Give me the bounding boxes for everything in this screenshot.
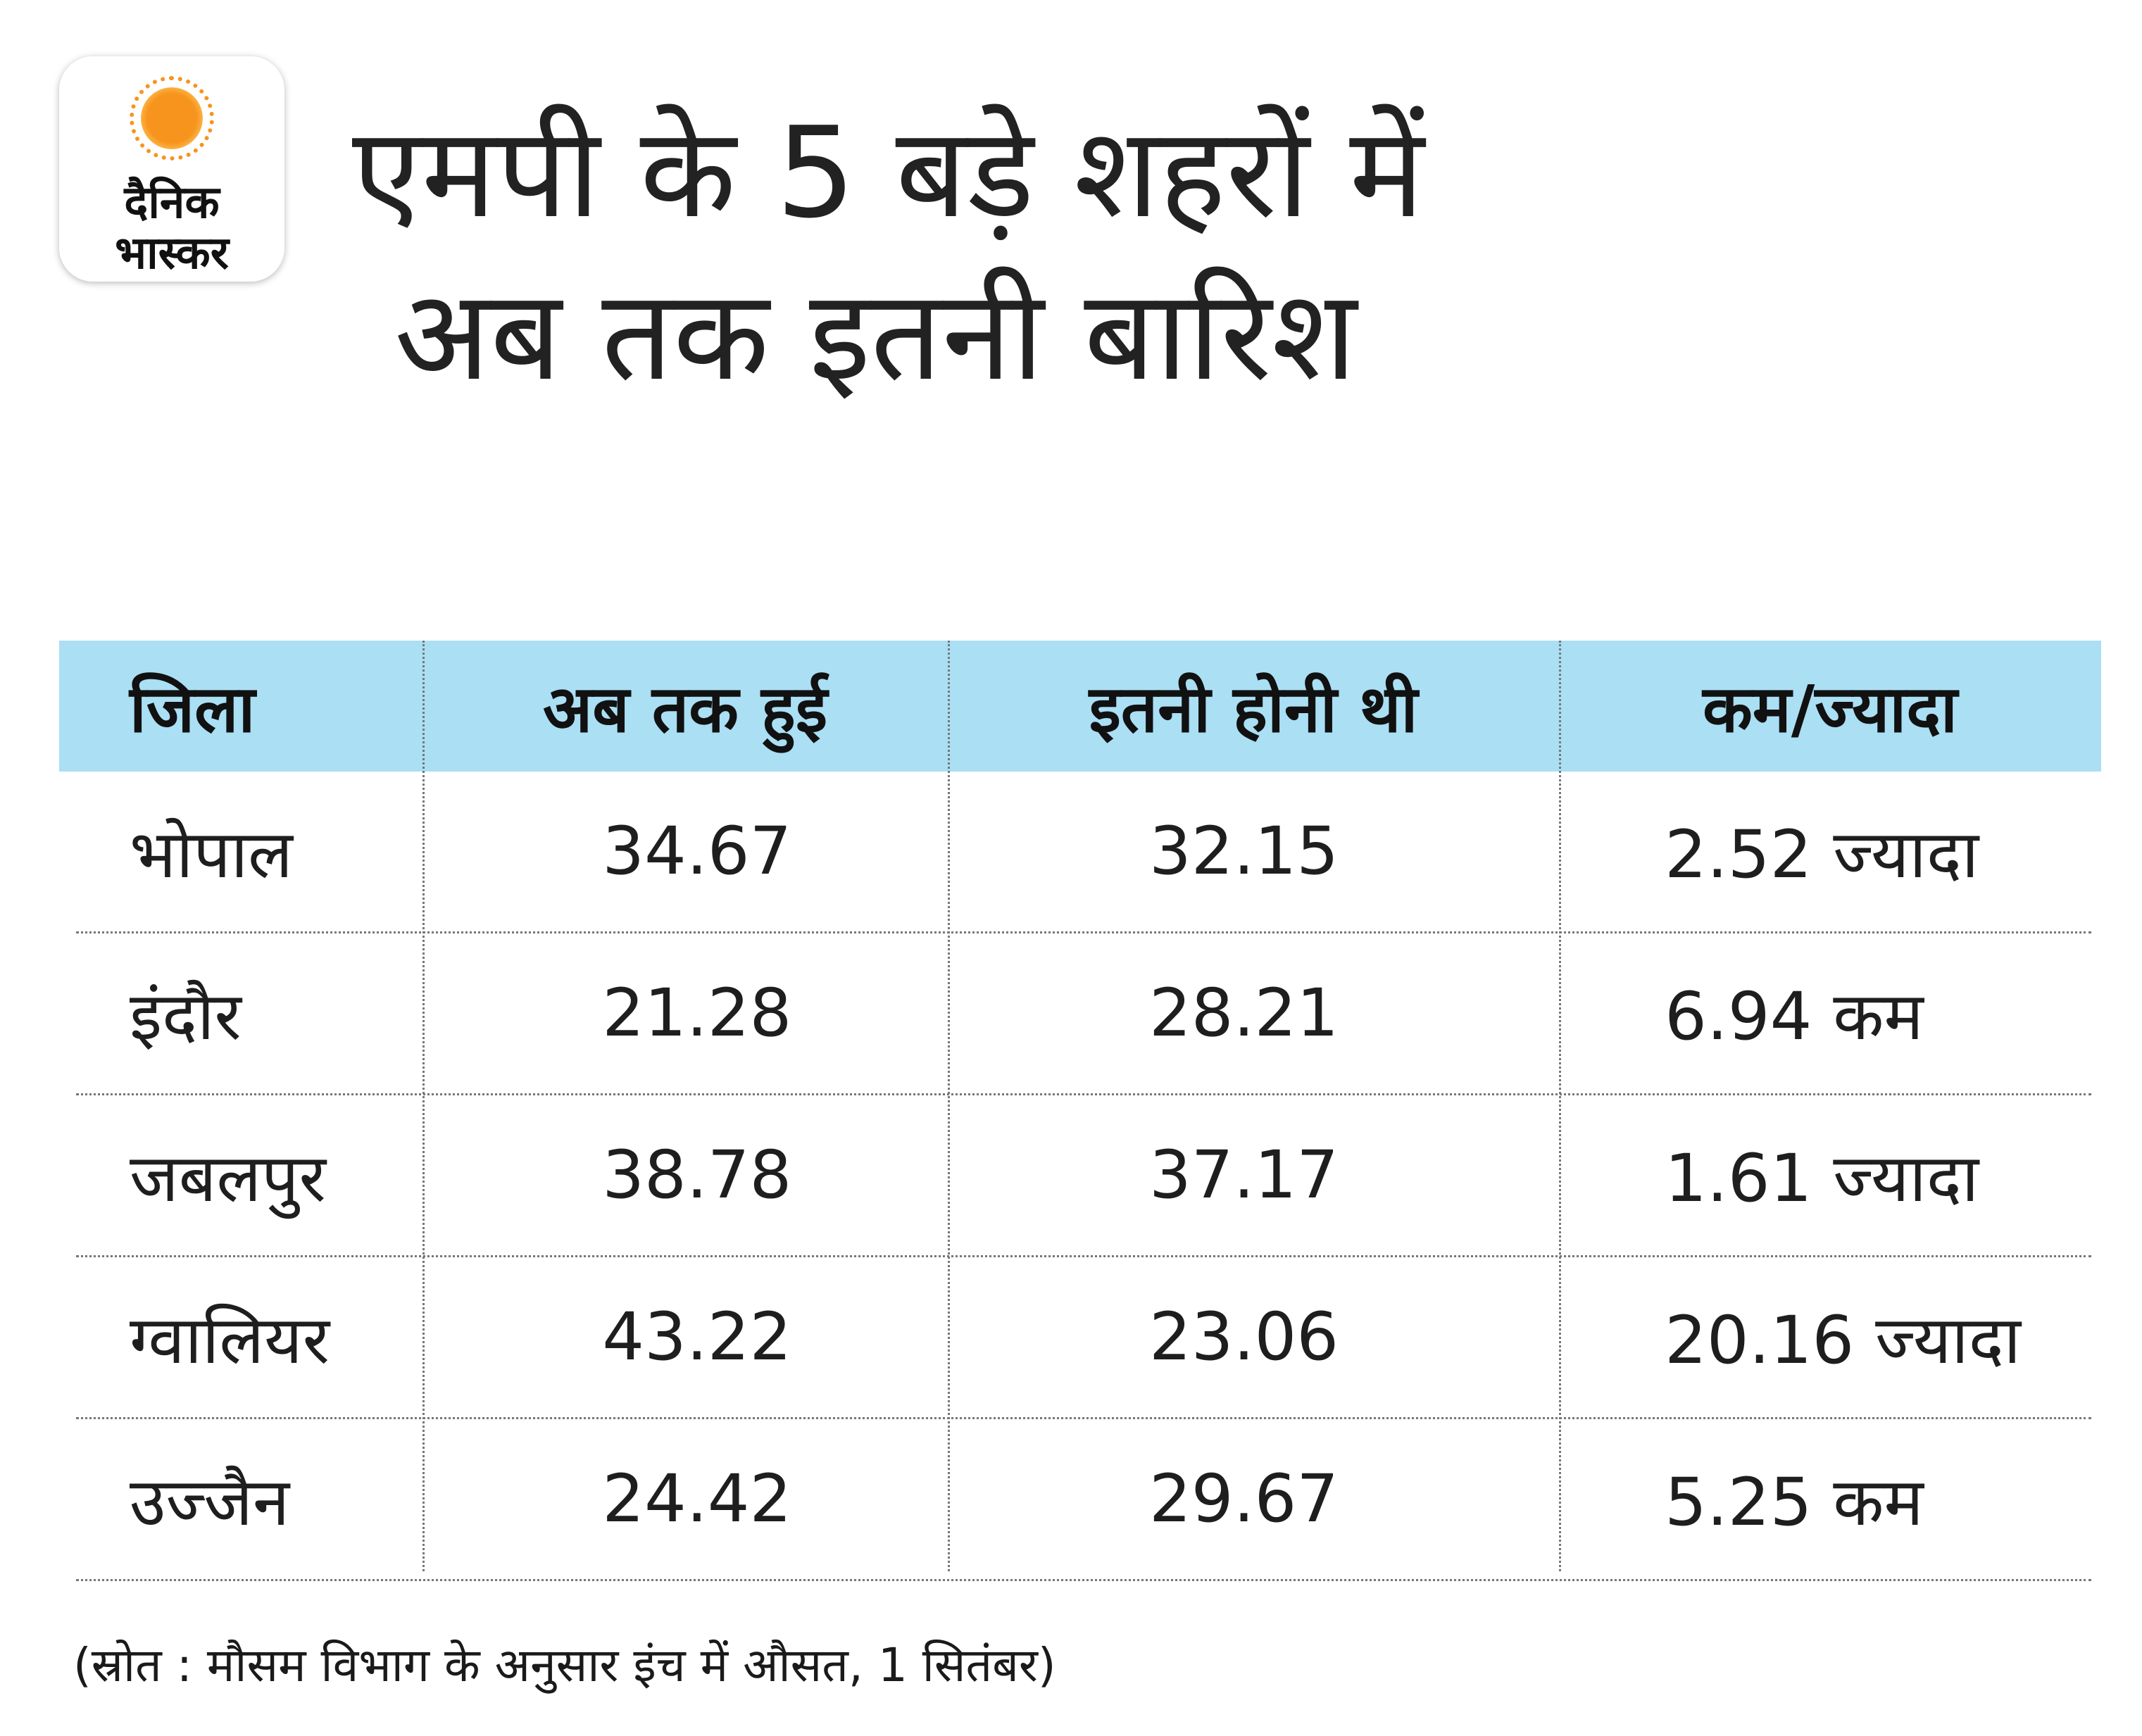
table-row: उज्जैन 24.42 29.67 5.25 कम: [76, 1419, 2091, 1581]
district-cell: जबलपुर: [130, 1140, 326, 1217]
expected-rainfall-cell: 32.15: [1148, 813, 1339, 890]
difference-cell: 5.25 कम: [1665, 1464, 1924, 1541]
column-header-district: जिला: [130, 671, 256, 747]
district-cell: उज्जैन: [130, 1464, 290, 1541]
column-divider: [948, 641, 950, 1571]
district-cell: भोपाल: [130, 816, 293, 893]
table-row: इंदौर 21.28 28.21 6.94 कम: [76, 933, 2091, 1095]
difference-cell: 1.61 ज्यादा: [1665, 1140, 1979, 1217]
expected-rainfall-cell: 23.06: [1148, 1299, 1339, 1376]
logo-word-1: दैनिक: [124, 177, 220, 229]
sun-icon: [130, 76, 214, 161]
page-title: एमपी के 5 बड़े शहरों में अब तक इतनी बारि…: [352, 92, 1972, 417]
table-header: जिला अब तक हुई इतनी होनी थी कम/ज्यादा: [59, 641, 2101, 772]
table-row: भोपाल 34.67 32.15 2.52 ज्यादा: [76, 772, 2091, 933]
column-header-difference: कम/ज्यादा: [1703, 671, 1958, 747]
actual-rainfall-cell: 43.22: [602, 1299, 792, 1376]
logo-word-2: भास्कर: [115, 227, 229, 279]
district-cell: इंदौर: [130, 978, 242, 1055]
table-body: भोपाल 34.67 32.15 2.52 ज्यादा इंदौर 21.28 28.2…: [59, 772, 2101, 1581]
table-row: जबलपुर 38.78 37.17 1.61 ज्यादा: [76, 1095, 2091, 1257]
expected-rainfall-cell: 28.21: [1148, 975, 1339, 1052]
difference-cell: 6.94 कम: [1665, 978, 1924, 1055]
table-row: ग्वालियर 43.22 23.06 20.16 ज्यादा: [76, 1257, 2091, 1419]
title-line-2: अब तक इतनी बारिश: [394, 263, 1357, 409]
source-note: (स्रोत : मौसम विभाग के अनुसार इंच में औस…: [73, 1638, 1056, 1692]
column-header-actual: अब तक हुई: [543, 671, 827, 747]
actual-rainfall-cell: 34.67: [602, 813, 792, 890]
expected-rainfall-cell: 37.17: [1148, 1137, 1339, 1214]
actual-rainfall-cell: 24.42: [602, 1461, 792, 1537]
column-header-expected: इतनी होनी थी: [1089, 671, 1418, 747]
column-divider: [422, 641, 425, 1571]
district-cell: ग्वालियर: [130, 1302, 330, 1379]
dainik-bhaskar-logo: दैनिक भास्कर: [59, 56, 284, 282]
difference-cell: 2.52 ज्यादा: [1665, 816, 1979, 893]
expected-rainfall-cell: 29.67: [1148, 1461, 1339, 1537]
difference-cell: 20.16 ज्यादा: [1665, 1302, 2021, 1379]
rainfall-table: जिला अब तक हुई इतनी होनी थी कम/ज्यादा भो…: [59, 641, 2101, 1581]
actual-rainfall-cell: 21.28: [602, 975, 792, 1052]
title-line-1: एमपी के 5 बड़े शहरों में: [352, 100, 1424, 246]
column-divider: [1559, 641, 1561, 1571]
actual-rainfall-cell: 38.78: [602, 1137, 792, 1214]
